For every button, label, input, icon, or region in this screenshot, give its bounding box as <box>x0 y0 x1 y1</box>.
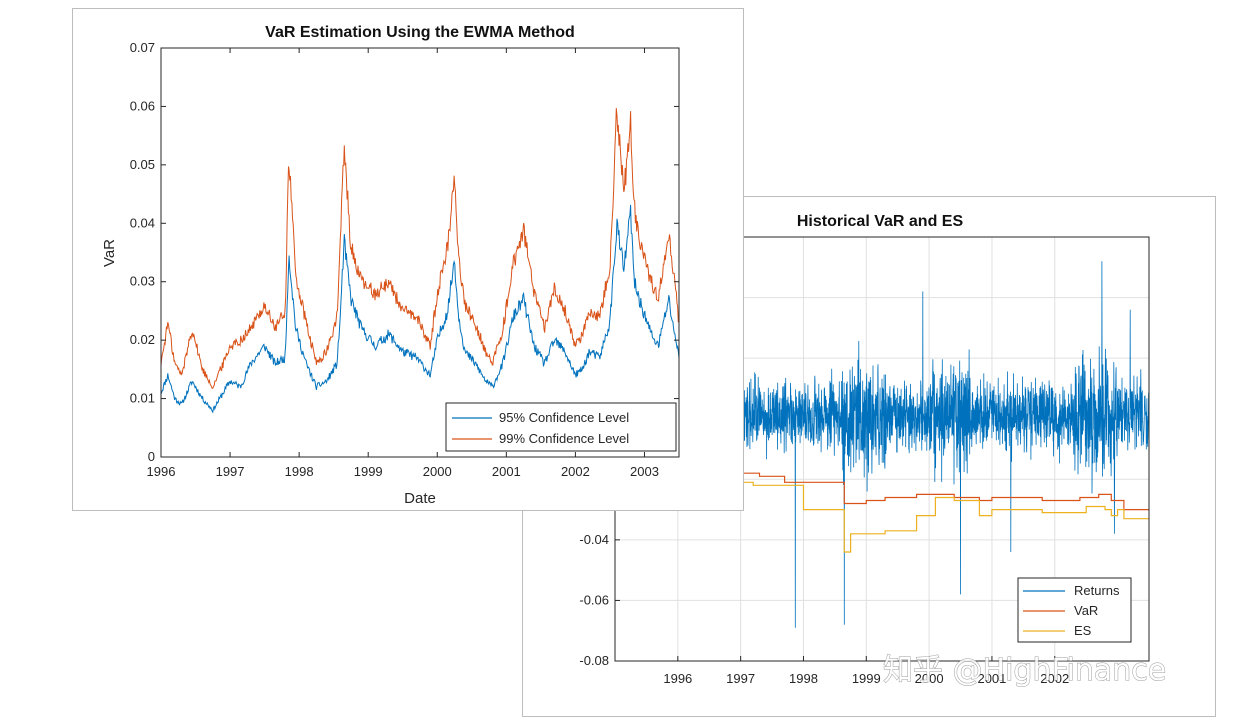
historical-var-es-chart: Historical VaR and ES 1996 1997 1998 1999 20… <box>579 213 1150 686</box>
historical-x-ticks: 1996 1997 1998 1999 2000 2001 2002 <box>663 656 1069 686</box>
ewma-x-tick-label: 2002 <box>561 464 590 479</box>
historical-var-line <box>740 472 1149 511</box>
historical-legend-entry: VaR <box>1074 603 1098 618</box>
historical-x-tick-label: 1997 <box>726 671 755 686</box>
ewma-x-tick-label: 1998 <box>285 464 314 479</box>
historical-plot-area <box>740 261 1150 628</box>
ewma-legend-box <box>445 402 677 452</box>
ewma-series-line-1 <box>160 204 680 414</box>
historical-x-tick-label: 2002 <box>1040 671 1069 686</box>
ewma-x-tick-label: 1996 <box>147 464 176 479</box>
ewma-x-tick-label: 1997 <box>216 464 245 479</box>
historical-y-tick-label: -0.04 <box>579 532 609 547</box>
ewma-y-axis-label: VaR <box>101 239 118 267</box>
ewma-x-tick-label: 1999 <box>354 464 383 479</box>
ewma-y-tick-label: 0.03 <box>130 274 155 289</box>
ewma-y-tick-label: 0.05 <box>130 157 155 172</box>
ewma-series-line-2 <box>160 108 680 389</box>
ewma-var-figure: VaR Estimation Using the EWMA Method 199… <box>72 8 744 511</box>
historical-legend-entry: Returns <box>1074 583 1120 598</box>
ewma-y-ticks: 0 0.01 0.02 0.03 0.04 0.05 0.06 0.07 <box>130 40 679 464</box>
historical-legend-entry: ES <box>1074 623 1092 638</box>
historical-x-tick-label: 1999 <box>852 671 881 686</box>
historical-returns-line <box>740 261 1150 628</box>
ewma-y-tick-label: 0.04 <box>130 215 155 230</box>
ewma-x-tick-label: 2003 <box>630 464 659 479</box>
historical-y-tick-label: -0.06 <box>579 592 609 607</box>
ewma-y-tick-label: 0.07 <box>130 40 155 55</box>
historical-y-tick-label: -0.08 <box>579 653 609 668</box>
ewma-y-tick-label: 0 <box>148 449 155 464</box>
historical-x-tick-label: 1998 <box>789 671 818 686</box>
ewma-y-tick-label: 0.01 <box>130 391 155 406</box>
historical-chart-title: Historical VaR and ES <box>797 213 964 230</box>
ewma-x-tick-label: 2000 <box>423 464 452 479</box>
ewma-legend-entry: 95% Confidence Level <box>499 410 629 425</box>
historical-legend: Returns VaR ES <box>1017 577 1132 643</box>
ewma-y-tick-label: 0.06 <box>130 98 155 113</box>
historical-x-tick-label: 2001 <box>977 671 1006 686</box>
ewma-x-tick-label: 2001 <box>492 464 521 479</box>
ewma-legend: 95% Confidence Level 99% Confidence Level <box>445 402 677 452</box>
ewma-x-ticks: 1996 1997 1998 1999 2000 2001 2002 2003 <box>147 48 659 479</box>
ewma-y-tick-label: 0.02 <box>130 332 155 347</box>
historical-x-tick-label: 1996 <box>663 671 692 686</box>
ewma-x-axis-label: Date <box>404 490 436 507</box>
historical-x-tick-label: 2000 <box>915 671 944 686</box>
ewma-chart-title: VaR Estimation Using the EWMA Method <box>265 24 575 41</box>
ewma-axes-box <box>160 47 680 458</box>
ewma-plot-area <box>160 108 680 414</box>
historical-es-line <box>740 481 1149 553</box>
ewma-var-chart: VaR Estimation Using the EWMA Method 199… <box>101 24 680 507</box>
historical-y-ticks: -0.08 -0.06 -0.04 <box>579 532 620 668</box>
ewma-legend-entry: 99% Confidence Level <box>499 431 629 446</box>
